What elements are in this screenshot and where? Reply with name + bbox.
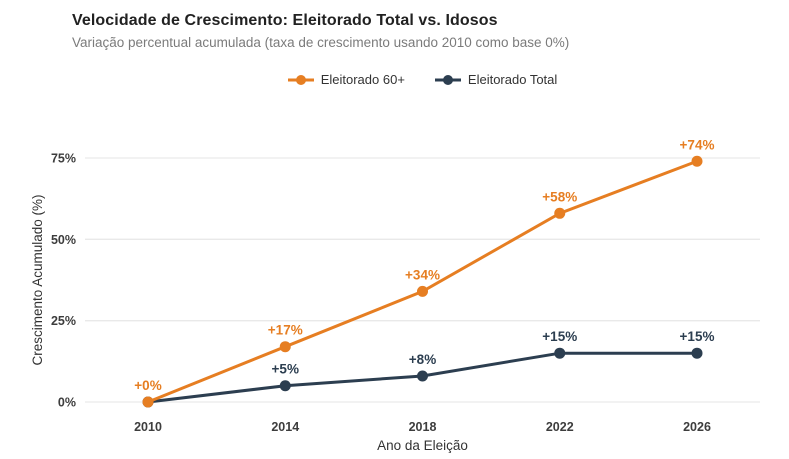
legend-item-eleitorado-total[interactable]: Eleitorado Total xyxy=(434,72,558,87)
data-point xyxy=(417,285,428,297)
data-point xyxy=(554,207,566,219)
line-chart: 0% 25% 50% 75% 2010 2014 2018 2022 2026 Ano da El… xyxy=(30,137,760,453)
y-axis-title: Crescimento Acumulado (%) xyxy=(30,194,45,365)
data-point xyxy=(279,380,291,392)
x-tick-label: 2014 xyxy=(271,420,299,434)
data-label: +0% xyxy=(134,378,161,393)
legend-item-eleitorado-60plus[interactable]: Eleitorado 60+ xyxy=(287,72,405,87)
chart-header: Velocidade de Crescimento: Eleitorado To… xyxy=(0,0,789,50)
data-label: +15% xyxy=(680,329,715,344)
legend-marker-60plus-icon xyxy=(287,74,314,85)
data-point xyxy=(142,396,154,408)
x-tick-label: 2018 xyxy=(409,420,437,434)
y-tick-label: 25% xyxy=(51,314,76,328)
data-label: +58% xyxy=(542,189,577,204)
y-tick-label: 75% xyxy=(51,152,76,166)
x-axis-title: Ano da Eleição xyxy=(377,438,468,453)
data-label: +34% xyxy=(405,267,440,282)
legend: Eleitorado 60+ Eleitorado Total xyxy=(0,72,789,87)
x-tick-label: 2026 xyxy=(683,420,711,434)
data-label: +5% xyxy=(272,362,299,377)
legend-label-60plus: Eleitorado 60+ xyxy=(320,72,405,87)
page-subtitle: Variação percentual acumulada (taxa de c… xyxy=(72,35,570,50)
data-point xyxy=(691,155,703,167)
data-label: +74% xyxy=(680,137,715,152)
page-title: Velocidade de Crescimento: Eleitorado To… xyxy=(72,12,498,29)
x-tick-label: 2022 xyxy=(546,420,574,434)
legend-marker-total-icon xyxy=(434,74,461,85)
data-label: +8% xyxy=(409,352,436,367)
data-label: +17% xyxy=(268,323,303,338)
data-label: +15% xyxy=(542,329,577,344)
data-point xyxy=(691,347,703,359)
data-point xyxy=(554,347,566,359)
data-point xyxy=(279,341,291,353)
x-tick-label: 2010 xyxy=(134,420,162,434)
y-tick-label: 50% xyxy=(51,233,76,247)
y-tick-label: 0% xyxy=(58,396,76,410)
data-point xyxy=(417,370,428,382)
chart-area: 0% 25% 50% 75% 2010 2014 2018 2022 2026 Ano da El… xyxy=(0,120,789,459)
legend-label-total: Eleitorado Total xyxy=(467,72,558,87)
